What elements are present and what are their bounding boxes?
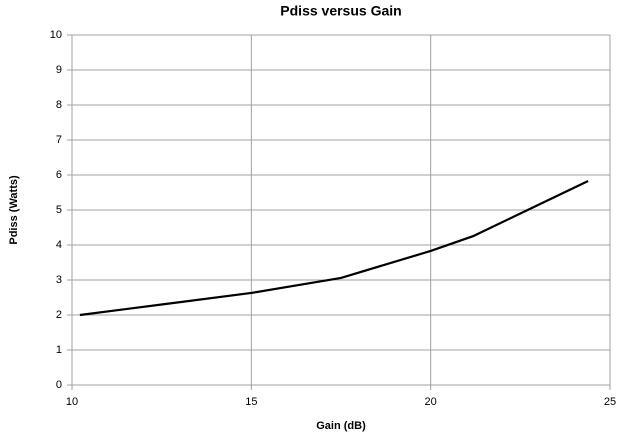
y-tick-label: 6 xyxy=(56,169,62,181)
y-tick-label: 5 xyxy=(56,204,62,216)
y-tick-label: 10 xyxy=(50,29,62,41)
data-line xyxy=(79,179,589,317)
x-tick-label: 15 xyxy=(245,396,257,408)
y-tick-label: 8 xyxy=(56,99,62,111)
y-tick-label: 0 xyxy=(56,379,62,391)
x-tick-label: 20 xyxy=(425,396,437,408)
y-axis-title: Pdiss (Watts) xyxy=(8,175,20,245)
y-tick-label: 7 xyxy=(56,134,62,146)
y-tick-label: 3 xyxy=(56,274,62,286)
chart-title: Pdiss versus Gain xyxy=(280,3,401,19)
x-tick-label: 25 xyxy=(604,396,616,408)
y-tick-label: 2 xyxy=(56,309,62,321)
y-tick-label: 4 xyxy=(56,239,62,251)
x-axis-title: Gain (dB) xyxy=(316,420,366,432)
y-tick-label: 1 xyxy=(56,344,62,356)
y-tick-label: 9 xyxy=(56,64,62,76)
x-tick-label: 10 xyxy=(66,396,78,408)
